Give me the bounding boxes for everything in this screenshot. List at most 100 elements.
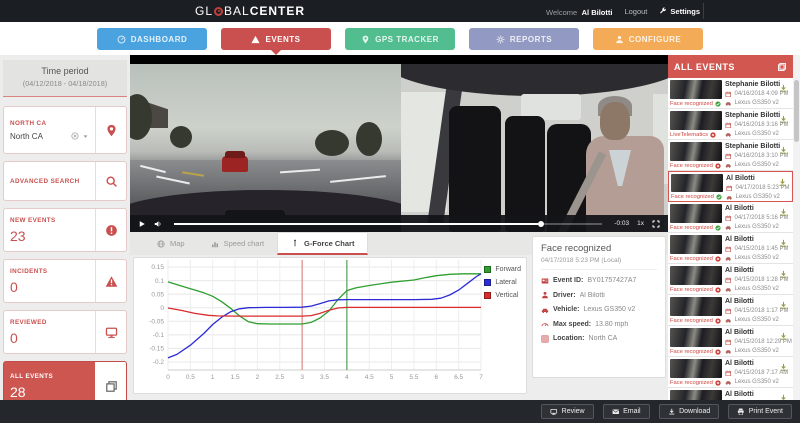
event-list-item[interactable]: Face recognized Al Bilotti 04/15/2018 12:2…: [668, 326, 793, 357]
progress-knob[interactable]: [538, 220, 545, 227]
gforce-chart-card: 0.15 0.1 0.05 0 -0.05 -0.1 -0.15 -0.2 0 0.5 1 1.5 2 2…: [133, 257, 527, 394]
car-icon: [725, 348, 732, 355]
print-event-button[interactable]: Print Event: [728, 404, 792, 419]
copy-events-icon[interactable]: [777, 62, 787, 72]
event-driver-name: Stephanie Bilotti: [725, 81, 781, 88]
event-download-button[interactable]: [779, 359, 791, 386]
event-driver-name: Al Bilotti: [725, 236, 754, 243]
download-icon: [779, 363, 788, 372]
event-thumbnail: [670, 204, 722, 223]
event-download-button[interactable]: [779, 297, 791, 324]
event-status-label: Face recognized: [671, 194, 714, 200]
playback-speed[interactable]: 1x: [637, 220, 644, 227]
clear-icon[interactable]: [71, 132, 79, 140]
event-list-item[interactable]: Face recognized Al Bilotti 04/17/2018 5:16…: [668, 202, 793, 233]
cross-icon: [715, 380, 721, 386]
tab-g-force-chart[interactable]: G-Force Chart: [277, 232, 369, 255]
car-icon: [726, 194, 733, 201]
region-select[interactable]: North CA: [10, 132, 89, 141]
legend-item-vertical: Vertical: [484, 292, 521, 299]
video-cabin-view: [401, 64, 668, 232]
nav-tab-dashboard[interactable]: DASHBOARD: [97, 28, 207, 50]
event-list-item[interactable]: Face recognized Stephanie Bilotti 04/16/20…: [668, 78, 793, 109]
event-list-item[interactable]: Face recognized Stephanie Bilotti 04/16/20…: [668, 140, 793, 171]
search-icon: [105, 175, 118, 188]
event-status: Face recognized: [670, 318, 722, 324]
event-list-item[interactable]: Face recognized Al Bilotti 04/15/2018 1:28…: [668, 264, 793, 295]
event-vehicle: Lexus GS350 v2: [735, 193, 780, 200]
event-list-item[interactable]: Face recognized Al Bilotti 04/15/2018 1:17…: [668, 295, 793, 326]
svg-text:0: 0: [166, 374, 170, 381]
seat-headrest: [505, 116, 545, 232]
svg-text:3: 3: [300, 374, 304, 381]
events-scrollbar[interactable]: [793, 55, 800, 400]
event-list-item[interactable]: Al Bilotti: [668, 388, 793, 400]
event-download-button[interactable]: [779, 266, 791, 293]
email-button[interactable]: Email: [602, 404, 650, 419]
video-progress-bar[interactable]: [174, 220, 603, 227]
top-header: GL BAL CENTER Welcome Al Bilotti Logout …: [0, 0, 800, 22]
logo-text-center: CENTER: [249, 4, 306, 18]
caret-icon[interactable]: [82, 133, 89, 140]
event-list-item[interactable]: Face recognized Al Bilotti 04/15/2018 1:45…: [668, 233, 793, 264]
download-icon: [779, 332, 788, 341]
car-icon: [725, 131, 732, 138]
event-download-button[interactable]: [778, 174, 790, 200]
event-driver-name: Al Bilotti: [725, 205, 754, 212]
play-button[interactable]: [138, 220, 146, 228]
filter-card-north-ca[interactable]: NORTH CA North CA: [3, 106, 127, 154]
wrench-icon: [659, 7, 667, 15]
dashboard-vent: [225, 210, 285, 219]
event-date: 04/15/2018 12:29 PM: [734, 338, 792, 345]
download-icon: [779, 239, 788, 248]
legend-item-lateral: Lateral: [484, 279, 521, 286]
video-player[interactable]: -0:03 1x: [130, 55, 668, 232]
event-download-button[interactable]: [779, 328, 791, 355]
fullscreen-button[interactable]: [652, 220, 660, 228]
event-download-button[interactable]: [779, 204, 791, 231]
time-period-box[interactable]: Time period (04/12/2018 - 04/18/2018): [3, 60, 127, 97]
svg-text:4.5: 4.5: [365, 374, 374, 381]
legend-label: Forward: [495, 266, 521, 273]
check-icon: [715, 225, 721, 231]
svg-text:0.05: 0.05: [151, 291, 164, 298]
review-button[interactable]: Review: [541, 404, 594, 419]
event-download-button[interactable]: [779, 390, 791, 400]
legend-item-forward: Forward: [484, 266, 521, 273]
download-icon: [779, 394, 788, 400]
filter-card-incidents[interactable]: INCIDENTS 0: [3, 259, 127, 303]
scrollbar-thumb[interactable]: [794, 80, 799, 142]
event-detail-title: Face recognized: [541, 243, 612, 254]
event-download-button[interactable]: [779, 142, 791, 169]
warning-icon: [251, 35, 261, 44]
speedo-icon: [541, 320, 549, 328]
event-list-item[interactable]: Face recognized Al Bilotti 04/15/2018 7:17…: [668, 357, 793, 388]
car-icon: [725, 100, 732, 107]
nav-tab-events[interactable]: EVENTS: [221, 28, 331, 55]
logout-link[interactable]: Logout: [624, 6, 648, 16]
event-vehicle: Lexus GS350 v2: [734, 254, 779, 261]
time-period-range: (04/12/2018 - 04/18/2018): [22, 79, 108, 88]
nav-buttons: DASHBOARD EVENTS GPS TRACKER REPORTS CONFIGU…: [97, 28, 703, 55]
nav-tab-reports[interactable]: REPORTS: [469, 28, 579, 50]
filter-card-reviewed[interactable]: REVIEWED 0: [3, 310, 127, 354]
event-download-button[interactable]: [779, 111, 791, 138]
filter-label: ADVANCED SEARCH: [10, 177, 80, 185]
tab-speed-chart[interactable]: Speed chart: [198, 232, 277, 255]
event-status-label: Face recognized: [670, 225, 713, 231]
event-list-item[interactable]: LiveTelematics Stephanie Bilotti 04/16/201…: [668, 109, 793, 140]
tab-map[interactable]: Map: [144, 232, 198, 255]
event-download-button[interactable]: [779, 235, 791, 262]
detail-field-value: 13.80 mph: [595, 320, 629, 328]
filter-card-new-events[interactable]: NEW EVENTS 23: [3, 208, 127, 252]
nav-tab-configure[interactable]: CONFIGURE: [593, 28, 703, 50]
settings-button[interactable]: Settings: [659, 7, 700, 16]
chart-legend: Forward Lateral Vertical: [484, 266, 521, 299]
event-list-item[interactable]: Face recognized Al Bilotti 04/17/2018 5:23…: [668, 171, 793, 202]
download-button[interactable]: Download: [658, 404, 720, 419]
cross-icon: [715, 163, 721, 169]
nav-tab-gps-tracker[interactable]: GPS TRACKER: [345, 28, 455, 50]
volume-button[interactable]: [154, 220, 162, 228]
filter-card-advanced-search[interactable]: ADVANCED SEARCH: [3, 161, 127, 201]
event-download-button[interactable]: [779, 80, 791, 107]
